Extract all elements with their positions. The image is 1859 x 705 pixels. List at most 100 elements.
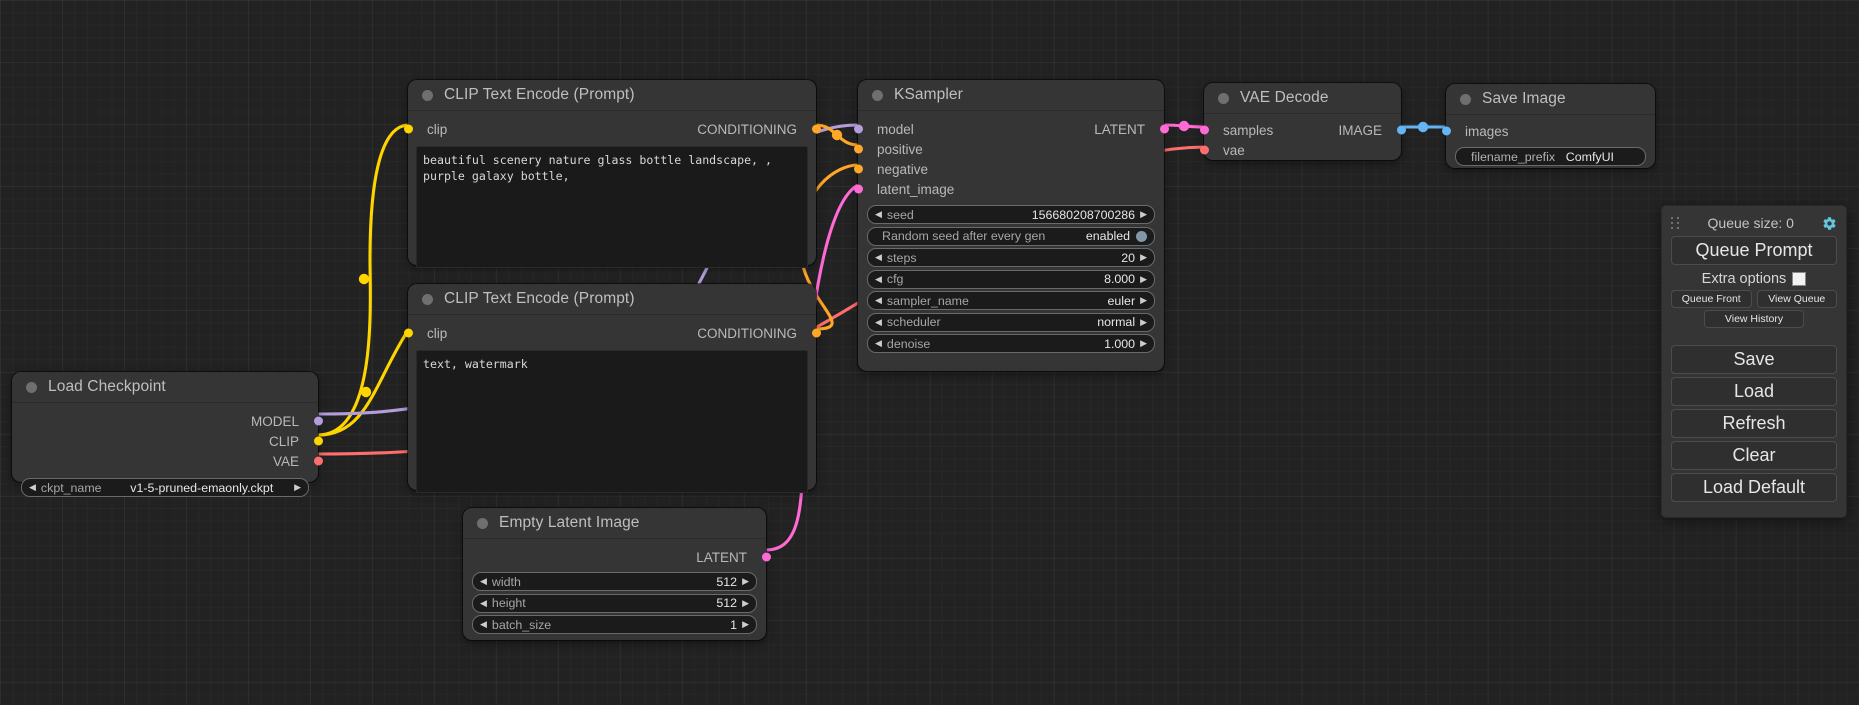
increment-arrow-icon[interactable]: ▶ <box>1140 209 1147 219</box>
output-slot-latent[interactable]: LATENT <box>463 547 771 567</box>
increment-arrow-icon[interactable]: ▶ <box>1140 338 1147 348</box>
widget-cfg[interactable]: ◀ cfg 8.000 ▶ <box>867 269 1155 289</box>
clip-output-dot-icon[interactable] <box>313 436 323 446</box>
input-slot-vae[interactable]: vae <box>1199 140 1273 160</box>
collapse-dot-icon[interactable] <box>1460 93 1471 105</box>
widget-value[interactable]: 512 <box>716 574 738 589</box>
widget-value[interactable]: 1 <box>730 617 738 632</box>
output-slot-conditioning[interactable]: CONDITIONING <box>697 119 821 139</box>
extra-options-row[interactable]: Extra options <box>1671 271 1837 287</box>
collapse-dot-icon[interactable] <box>422 89 433 101</box>
node-empty-latent-image[interactable]: Empty Latent Image LATENT ◀ width 512 ▶ … <box>463 508 771 640</box>
widget-value[interactable]: ComfyUI <box>1565 149 1614 164</box>
decrement-arrow-icon[interactable]: ◀ <box>29 482 36 492</box>
widget-filename-prefix[interactable]: filename_prefix ComfyUI <box>1455 147 1646 166</box>
decrement-arrow-icon[interactable]: ◀ <box>875 252 882 262</box>
decrement-arrow-icon[interactable]: ◀ <box>480 619 487 629</box>
widget-denoise[interactable]: ◀ denoise 1.000 ▶ <box>867 334 1155 353</box>
prompt-textarea[interactable]: beautiful scenery nature glass bottle la… <box>416 146 808 268</box>
collapse-dot-icon[interactable] <box>1218 92 1229 104</box>
widget-random-seed-toggle[interactable]: Random seed after every gen enabled <box>867 226 1155 246</box>
input-slot-latent-image[interactable]: latent_image <box>853 179 954 199</box>
widget-value[interactable]: 156680208700286 <box>1031 207 1136 222</box>
clip-input-dot-icon[interactable] <box>403 328 413 338</box>
conditioning-output-dot-icon[interactable] <box>811 328 821 338</box>
increment-arrow-icon[interactable]: ▶ <box>1140 295 1147 305</box>
queue-prompt-button[interactable]: Queue Prompt <box>1671 236 1837 265</box>
images-input-dot-icon[interactable] <box>1441 126 1451 136</box>
view-history-button[interactable]: View History <box>1704 310 1804 328</box>
increment-arrow-icon[interactable]: ▶ <box>742 597 749 608</box>
output-slot-model[interactable]: MODEL <box>12 411 323 431</box>
collapse-dot-icon[interactable] <box>872 89 883 101</box>
widget-value[interactable]: 8.000 <box>1104 272 1136 286</box>
node-title-bar[interactable]: Load Checkpoint <box>12 372 318 403</box>
input-slot-samples[interactable]: samples <box>1199 120 1273 140</box>
node-ksampler[interactable]: KSampler model positive negative la <box>853 80 1169 371</box>
decrement-arrow-icon[interactable]: ◀ <box>875 295 882 305</box>
node-load-checkpoint[interactable]: Load Checkpoint MODEL CLIP VAE ◀ ckpt_na… <box>12 372 323 497</box>
widget-scheduler[interactable]: ◀ scheduler normal ▶ <box>867 312 1155 332</box>
output-slot-conditioning[interactable]: CONDITIONING <box>697 323 821 343</box>
increment-arrow-icon[interactable]: ▶ <box>742 576 749 586</box>
widget-steps[interactable]: ◀ steps 20 ▶ <box>867 248 1155 267</box>
collapse-dot-icon[interactable] <box>422 293 433 305</box>
output-slot-clip[interactable]: CLIP <box>12 431 323 451</box>
widget-value[interactable]: 512 <box>716 596 738 610</box>
widget-value[interactable]: 20 <box>1121 250 1136 265</box>
queue-front-button[interactable]: Queue Front <box>1671 290 1752 308</box>
model-output-dot-icon[interactable] <box>313 416 323 426</box>
prompt-textarea[interactable]: text, watermark <box>416 350 808 493</box>
samples-input-dot-icon[interactable] <box>1199 125 1209 135</box>
decrement-arrow-icon[interactable]: ◀ <box>875 338 882 348</box>
input-slot-model[interactable]: model <box>853 119 954 139</box>
positive-input-dot-icon[interactable] <box>853 144 863 154</box>
decrement-arrow-icon[interactable]: ◀ <box>875 316 882 327</box>
toggle-knob-icon[interactable] <box>1136 230 1147 242</box>
node-save-image[interactable]: Save Image images filename_prefix ComfyU… <box>1441 84 1655 168</box>
widget-height[interactable]: ◀ height 512 ▶ <box>472 593 757 613</box>
latent-output-dot-icon[interactable] <box>761 552 771 562</box>
comfy-menu-panel[interactable]: Queue size: 0 Queue Prompt Extra options… <box>1661 205 1847 518</box>
refresh-button[interactable]: Refresh <box>1671 409 1837 438</box>
decrement-arrow-icon[interactable]: ◀ <box>480 597 487 608</box>
output-slot-image[interactable]: IMAGE <box>1338 120 1406 140</box>
output-slot-latent[interactable]: LATENT <box>1094 119 1169 139</box>
vae-input-dot-icon[interactable] <box>1199 145 1209 155</box>
conditioning-output-dot-icon[interactable] <box>811 124 821 134</box>
node-title-bar[interactable]: Empty Latent Image <box>463 508 766 539</box>
gear-icon[interactable] <box>1822 216 1837 231</box>
view-queue-button[interactable]: View Queue <box>1756 290 1837 308</box>
node-title-bar[interactable]: VAE Decode <box>1204 83 1401 114</box>
vae-output-dot-icon[interactable] <box>313 456 323 466</box>
node-title-bar[interactable]: KSampler <box>858 80 1164 111</box>
input-slot-clip[interactable]: clip <box>403 119 447 139</box>
widget-ckpt-name[interactable]: ◀ ckpt_name v1-5-pruned-emaonly.ckpt ▶ <box>21 478 309 497</box>
decrement-arrow-icon[interactable]: ◀ <box>480 576 487 586</box>
widget-sampler-name[interactable]: ◀ sampler_name euler ▶ <box>867 291 1155 310</box>
drag-handle-icon[interactable] <box>1671 217 1680 229</box>
output-slot-vae[interactable]: VAE <box>12 451 323 471</box>
widget-value[interactable]: euler <box>1107 293 1136 308</box>
node-title-bar[interactable]: Save Image <box>1446 84 1655 115</box>
load-button[interactable]: Load <box>1671 377 1837 406</box>
increment-arrow-icon[interactable]: ▶ <box>1140 316 1147 327</box>
increment-arrow-icon[interactable]: ▶ <box>1140 252 1147 262</box>
widget-seed[interactable]: ◀ seed 156680208700286 ▶ <box>867 205 1155 224</box>
node-title-bar[interactable]: CLIP Text Encode (Prompt) <box>408 284 816 315</box>
decrement-arrow-icon[interactable]: ◀ <box>875 209 882 219</box>
input-slot-images[interactable]: images <box>1441 121 1655 141</box>
node-clip-text-encode-positive[interactable]: CLIP Text Encode (Prompt) clip CONDITION… <box>403 80 821 268</box>
image-output-dot-icon[interactable] <box>1396 125 1406 135</box>
node-vae-decode[interactable]: VAE Decode samples vae IMAGE <box>1199 83 1406 160</box>
increment-arrow-icon[interactable]: ▶ <box>742 619 749 629</box>
input-slot-negative[interactable]: negative <box>853 159 954 179</box>
widget-batch-size[interactable]: ◀ batch_size 1 ▶ <box>472 615 757 634</box>
save-button[interactable]: Save <box>1671 345 1837 374</box>
widget-value[interactable]: v1-5-pruned-emaonly.ckpt <box>130 480 274 495</box>
model-input-dot-icon[interactable] <box>853 124 863 134</box>
latent-output-dot-icon[interactable] <box>1159 124 1169 134</box>
increment-arrow-icon[interactable]: ▶ <box>1140 273 1147 284</box>
widget-value[interactable]: normal <box>1097 315 1136 329</box>
input-slot-clip[interactable]: clip <box>403 323 447 343</box>
